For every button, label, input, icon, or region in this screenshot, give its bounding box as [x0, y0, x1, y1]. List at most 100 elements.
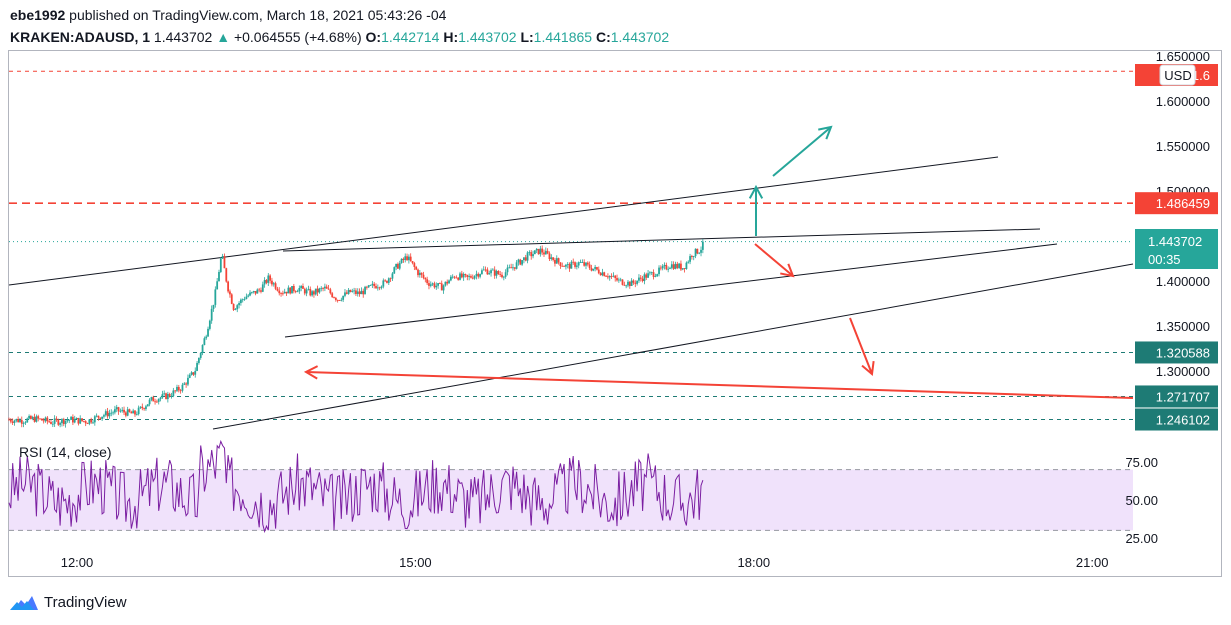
- candle-body: [669, 267, 671, 269]
- left-arrow-red: [303, 365, 1134, 399]
- candle-body: [455, 277, 458, 279]
- candle-body: [157, 399, 160, 402]
- candle-body: [610, 275, 613, 277]
- trend-lines: [8, 156, 1134, 430]
- rsi-band: [9, 469, 1133, 531]
- candle-body: [605, 276, 607, 277]
- candle-body: [48, 421, 51, 423]
- candle-body: [73, 418, 76, 423]
- candle-body: [51, 423, 54, 425]
- candle-body: [386, 280, 388, 283]
- candle-body: [280, 293, 282, 294]
- candle-body: [168, 393, 171, 397]
- candle-body: [291, 285, 293, 294]
- candle-body: [188, 374, 191, 378]
- time-axis[interactable]: 12:0015:0018:0021:001803:0006:0009:0012:…: [61, 555, 1231, 570]
- price-axis[interactable]: 1.6500001.6000001.5500001.5000001.400000…: [1125, 49, 1210, 546]
- candle-body: [506, 267, 509, 273]
- candle-body: [650, 272, 653, 274]
- candle-body: [294, 291, 297, 292]
- candle-body: [37, 416, 40, 419]
- up-arrow-green: [748, 184, 764, 236]
- candle-body: [510, 267, 513, 269]
- candle-body: [619, 279, 622, 281]
- candle-body: [314, 288, 317, 295]
- candle-body: [680, 263, 682, 270]
- candle-body: [156, 401, 158, 403]
- candle-body: [566, 264, 569, 265]
- candle-body: [243, 299, 246, 300]
- candle-body: [537, 248, 540, 255]
- candle-body: [344, 292, 346, 296]
- candle-body: [371, 283, 374, 286]
- candle-body: [382, 280, 385, 287]
- candle-body: [517, 259, 520, 263]
- ohlc-legend: KRAKEN:ADAUSD, 1 1.443702 ▲ +0.064555 (+…: [10, 29, 669, 45]
- candle-body: [327, 288, 330, 290]
- arrow-shaft: [754, 243, 794, 277]
- candle-body: [634, 282, 637, 284]
- candle-body: [515, 262, 518, 269]
- candle-body: [130, 411, 133, 414]
- author-name[interactable]: ebe1992: [10, 7, 66, 23]
- candle-body: [207, 328, 209, 337]
- candle-body: [577, 262, 580, 266]
- open-value: 1.442714: [381, 29, 440, 45]
- candle-body: [245, 296, 248, 300]
- candle-body: [250, 292, 253, 293]
- candle-body: [544, 250, 547, 255]
- candle-body: [649, 272, 651, 274]
- candle-body: [630, 280, 633, 286]
- candle-body: [612, 275, 615, 277]
- rsi-tick-label: 25.00: [1125, 531, 1158, 546]
- candle-body: [417, 269, 419, 276]
- candle-body: [333, 297, 335, 298]
- price-tick-label: 1.650000: [1156, 49, 1210, 64]
- candle-body: [449, 276, 452, 281]
- candle-body: [103, 415, 105, 417]
- candle-body: [557, 258, 560, 263]
- high-value: 1.443702: [458, 29, 517, 45]
- candle-body: [35, 416, 38, 422]
- countdown-label: 00:35: [1148, 252, 1181, 267]
- candle-body: [221, 256, 224, 259]
- candle-body: [659, 267, 662, 269]
- candle-body: [57, 419, 60, 425]
- candle-body: [143, 408, 146, 410]
- horizontal-levels: [9, 70, 1133, 421]
- candle-body: [643, 274, 646, 282]
- candle-body: [698, 252, 701, 254]
- arrow-shaft: [772, 126, 832, 177]
- candle-body: [533, 250, 536, 255]
- candle-body: [61, 419, 63, 424]
- candle-body: [106, 411, 109, 417]
- trend-line: [282, 228, 1041, 252]
- candle-body: [197, 357, 200, 363]
- candle-body: [351, 291, 354, 292]
- candle-body: [528, 252, 531, 253]
- candle-body: [583, 262, 586, 266]
- candle-body: [208, 320, 211, 329]
- candle-body: [281, 293, 284, 295]
- candle-body: [623, 284, 626, 286]
- candle-body: [219, 258, 222, 272]
- candle-body: [123, 409, 125, 413]
- candle-body: [119, 410, 122, 412]
- candle-body: [696, 248, 699, 254]
- level-label-1271707-bg: [1135, 385, 1218, 408]
- candle-body: [42, 420, 45, 422]
- candle-body: [309, 288, 312, 296]
- candle-body: [305, 289, 308, 294]
- candle-body: [523, 257, 525, 261]
- candle-body: [9, 419, 12, 422]
- candle-body: [389, 278, 392, 280]
- candle-body: [585, 262, 587, 266]
- candle-body: [665, 264, 668, 270]
- candle-body: [59, 423, 62, 425]
- rsi-series: [8, 439, 704, 534]
- candle-body: [608, 275, 611, 278]
- candle-body: [46, 417, 49, 422]
- candle-body: [393, 267, 396, 274]
- high-label: H:: [443, 29, 459, 45]
